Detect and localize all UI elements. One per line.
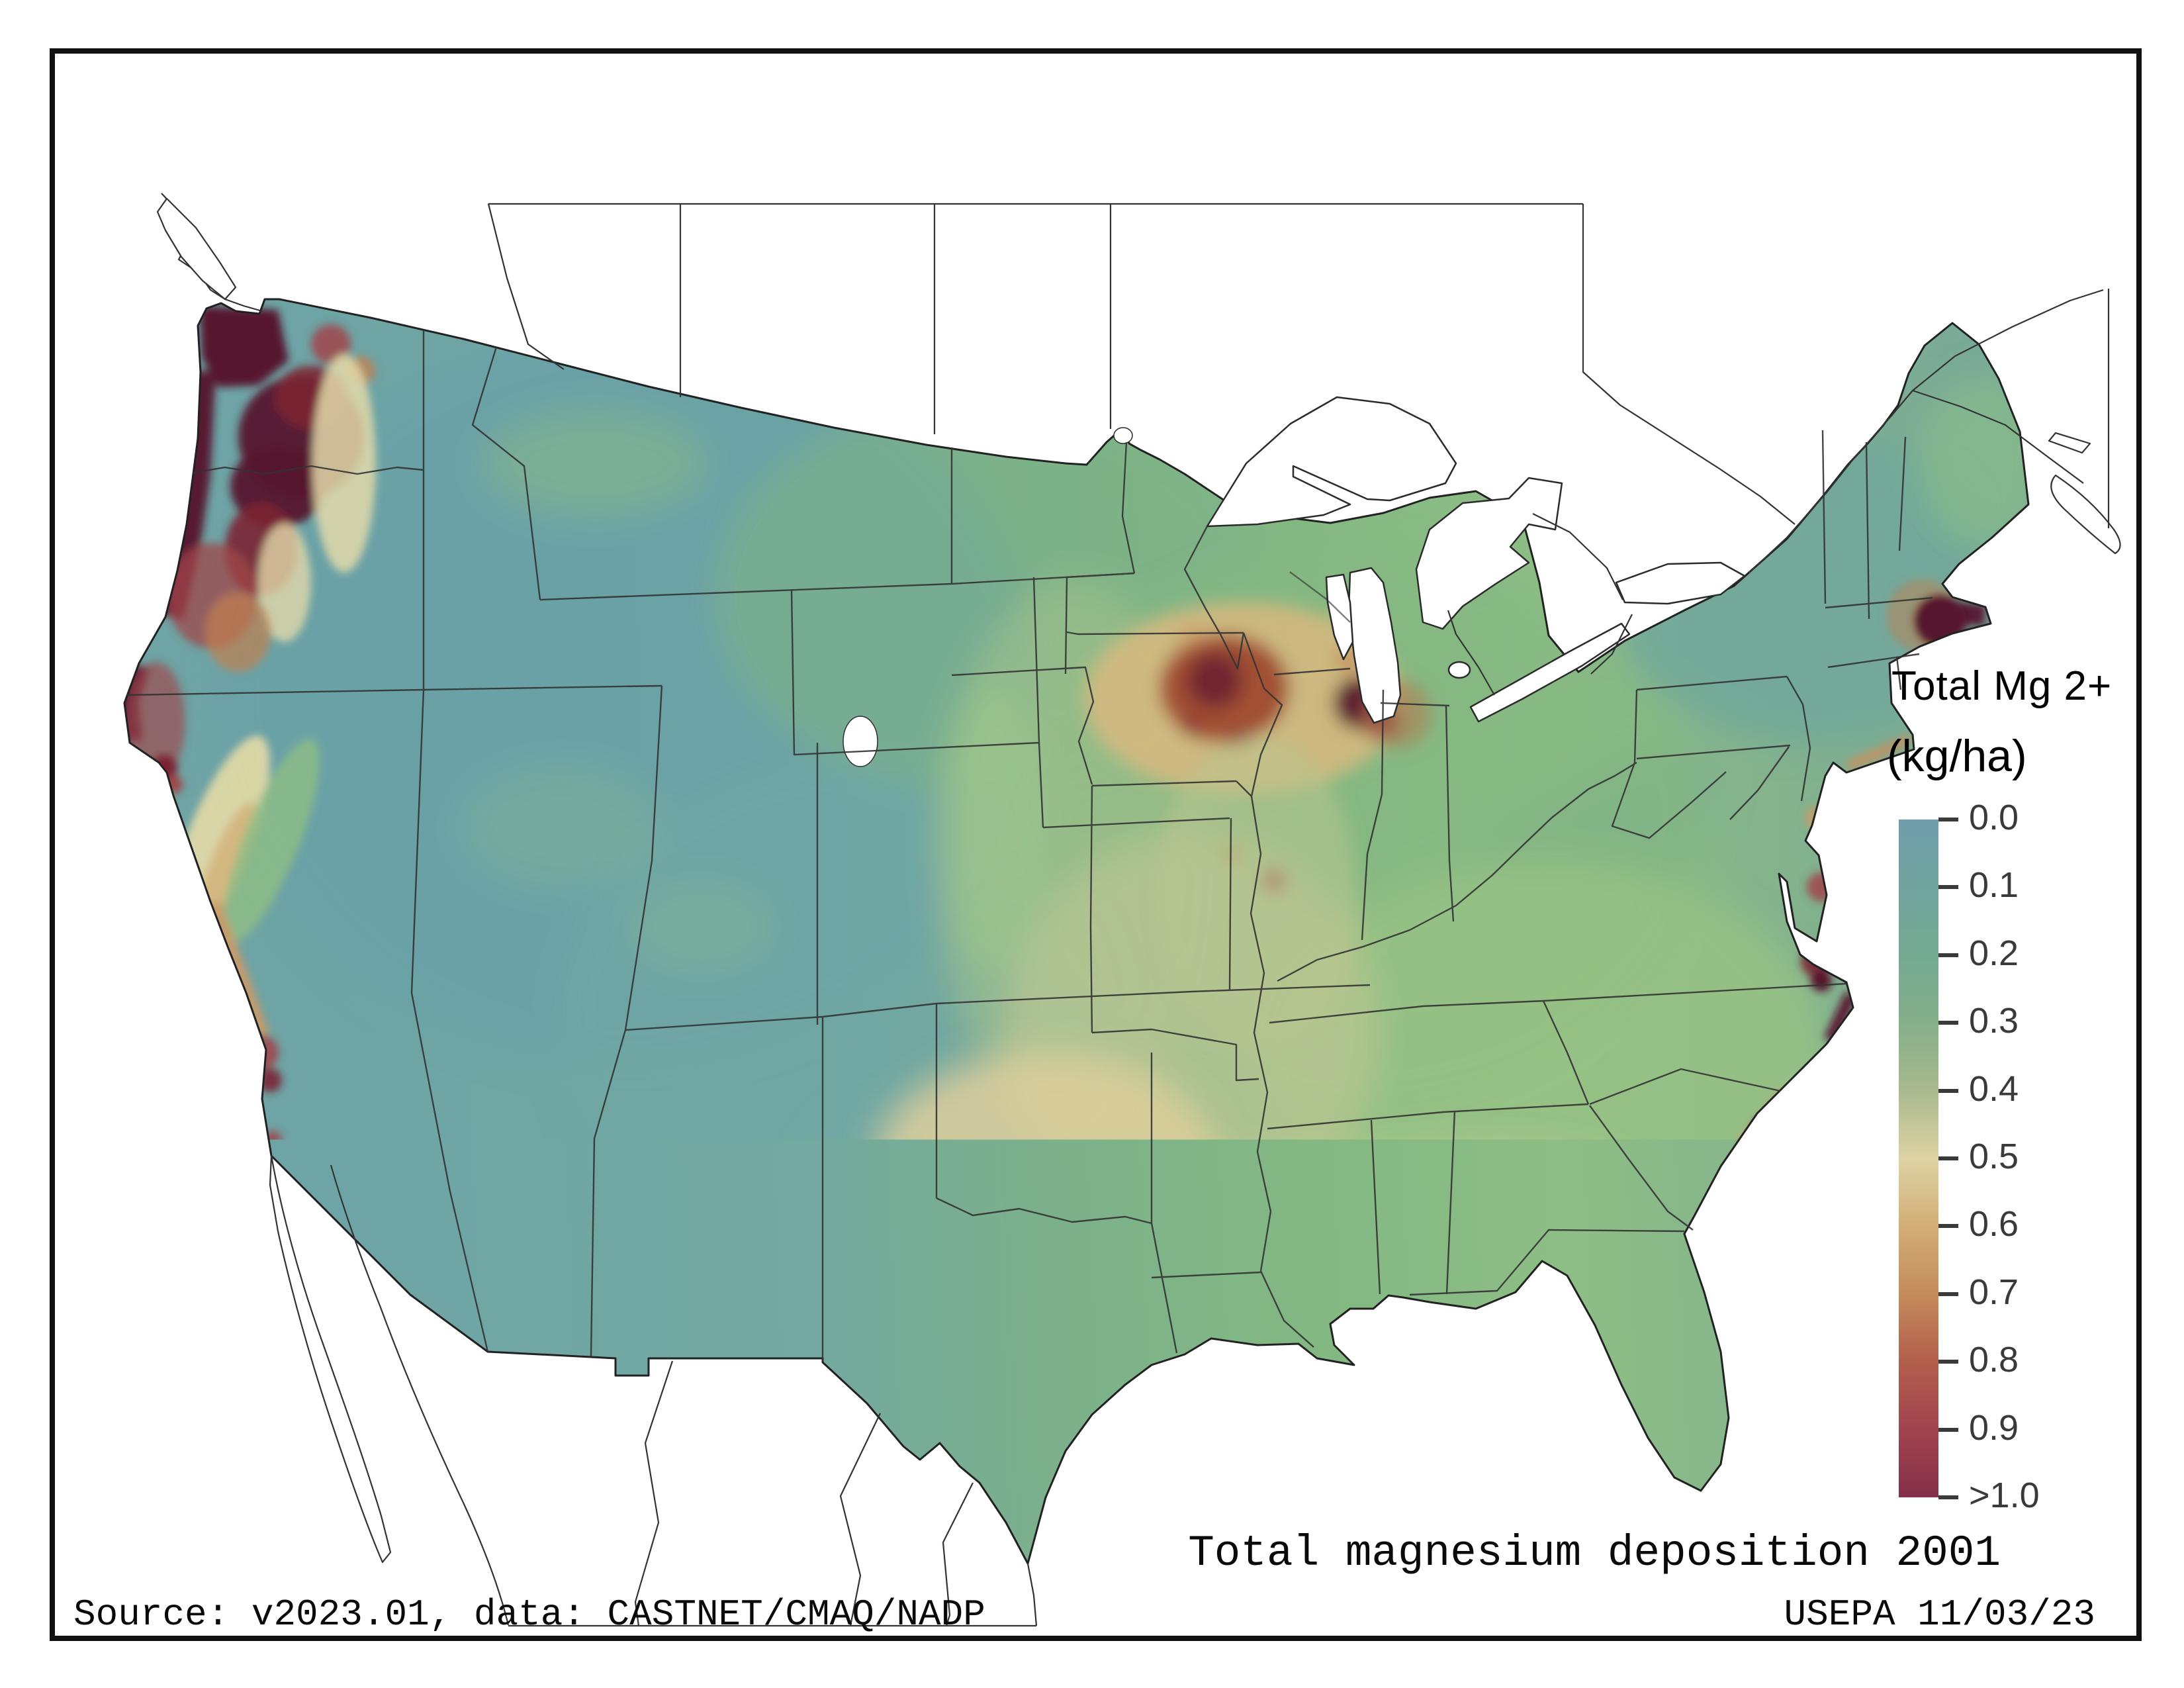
lake-st-clair: [1449, 662, 1470, 678]
tick-label: 0.3: [1969, 1000, 2019, 1041]
lake-of-the-woods: [1114, 428, 1132, 444]
legend-title: Total Mg 2+: [1891, 663, 2112, 710]
tick-mark: [1938, 1292, 1958, 1296]
tick-mark: [1938, 818, 1958, 821]
prince-edward-island: [2049, 433, 2090, 453]
figure-frame: Total Mg 2+ (kg/ha) 0.0 0.1 0.2 0.3 0.4 0.5 0.…: [50, 48, 2142, 1641]
tick-mark: [1938, 1360, 1958, 1364]
tick-mark: [1938, 885, 1958, 889]
tick-mark: [1938, 953, 1958, 957]
tick-label: 0.9: [1969, 1407, 2019, 1448]
tick-label: 0.2: [1969, 933, 2019, 974]
tick-label: 0.0: [1969, 797, 2019, 838]
map-title: Total magnesium deposition 2001: [1188, 1528, 2001, 1578]
great-salt-lake: [843, 716, 878, 767]
nova-scotia: [2051, 475, 2120, 553]
colorbar-ticks: 0.0 0.1 0.2 0.3 0.4 0.5 0.6 0.7 0.8 0.9 >1.0: [1938, 820, 2137, 1497]
vancouver-island: [158, 199, 236, 299]
source-credit: Source: v2023.01, data: CASTNET/CMAQ/NAD…: [73, 1593, 985, 1636]
tick-label: 0.6: [1969, 1203, 2019, 1244]
tick-label: >1.0: [1969, 1475, 2040, 1516]
tick-mark: [1938, 1089, 1958, 1093]
tick-label: 0.4: [1969, 1068, 2019, 1109]
tick-label: 0.5: [1969, 1136, 2019, 1177]
tick-mark: [1938, 1224, 1958, 1228]
tick-mark: [1938, 1156, 1958, 1160]
tick-mark: [1938, 1428, 1958, 1432]
page: Total Mg 2+ (kg/ha) 0.0 0.1 0.2 0.3 0.4 0.5 0.…: [0, 0, 2184, 1688]
colorbar-gradient: [1899, 820, 1938, 1497]
agency-credit: USEPA 11/03/23: [1784, 1593, 2095, 1636]
map-svg: [0, 0, 2184, 1688]
tick-mark: [1938, 1495, 1958, 1499]
tick-mark: [1938, 1021, 1958, 1025]
tick-label: 0.8: [1969, 1339, 2019, 1380]
legend-units: (kg/ha): [1887, 730, 2027, 782]
tick-label: 0.1: [1969, 865, 2019, 906]
tick-label: 0.7: [1969, 1272, 2019, 1313]
